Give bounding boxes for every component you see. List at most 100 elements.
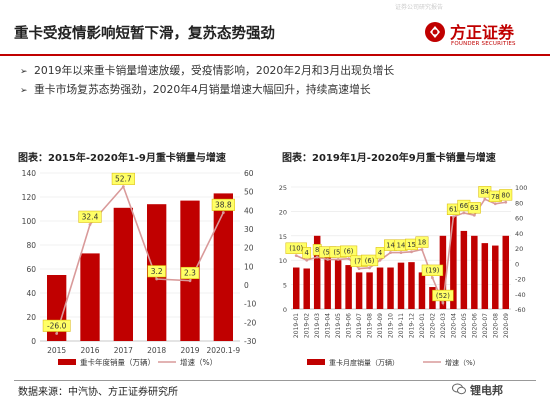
growth-point xyxy=(399,251,403,254)
growth-point xyxy=(221,211,225,214)
x-axis-tick-label: 2019-05 xyxy=(335,313,342,338)
left-axis-tick-label: 120 xyxy=(22,193,37,202)
right-axis-tick-label: 40 xyxy=(244,206,254,215)
right-axis-tick-label: -20 xyxy=(515,276,526,284)
x-axis-tick-label: 2015 xyxy=(47,346,66,355)
bullet-item: ➢ 2019年以来重卡销量增速放缓，受疫情影响，2020年2月和3月出现负增长 xyxy=(20,62,394,81)
data-label: 2.3 xyxy=(184,269,196,278)
data-label-box xyxy=(499,189,513,201)
data-label: 32.4 xyxy=(82,213,99,222)
data-label-box xyxy=(78,210,102,223)
bar xyxy=(418,272,426,309)
data-label-box xyxy=(211,198,235,211)
data-label: 80 xyxy=(501,191,510,199)
bar xyxy=(303,268,310,309)
annual-sales-chart: 0 20 40 60 80 100 120 140 -30 -20 -10 0 10 20 30 40 50 60… xyxy=(22,169,257,367)
bar xyxy=(80,253,100,341)
x-axis-tick-label: 2019-06 xyxy=(346,313,353,338)
growth-point xyxy=(305,258,309,262)
right-axis-tick-label: 30 xyxy=(244,225,254,234)
data-label-box xyxy=(42,319,71,332)
x-axis-tick-label: 2019-10 xyxy=(388,313,395,338)
right-axis-tick-label: 60 xyxy=(244,169,254,178)
growth-point xyxy=(155,277,159,281)
x-axis-tick-label: 2020.1-9 xyxy=(206,346,240,355)
data-label: 78 xyxy=(491,193,500,201)
title-divider xyxy=(0,54,550,56)
left-axis-tick-label: 140 xyxy=(22,169,37,178)
bar xyxy=(213,193,233,341)
bar xyxy=(292,267,300,309)
x-axis-tick-label: 2019-02 xyxy=(304,313,311,338)
right-axis-tick-label: 0 xyxy=(515,260,519,268)
growth-point xyxy=(326,258,330,261)
bar xyxy=(397,262,405,309)
x-axis-tick-label: 2018 xyxy=(147,346,166,355)
bullet-text: 重卡市场复苏态势强劲，2020年4月销量增速大幅回升，持续高速增长 xyxy=(34,83,371,96)
bar xyxy=(345,265,352,309)
data-label: 66 xyxy=(460,202,469,210)
right-axis-tick-label: -10 xyxy=(244,300,256,309)
bar xyxy=(387,267,394,309)
footer-divider xyxy=(14,380,536,381)
data-label-box xyxy=(147,265,166,278)
data-label: 61 xyxy=(449,206,458,214)
left-axis-tick-label: 0 xyxy=(31,337,36,346)
growth-point xyxy=(431,276,434,280)
header-watermark: 证券公司研究报告 xyxy=(395,4,444,11)
bullet-item: ➢ 重卡市场复苏态势强劲，2020年4月销量增速大幅回升，持续高速增长 xyxy=(20,81,394,100)
growth-point xyxy=(294,254,298,258)
bar xyxy=(366,272,373,309)
x-axis-tick-label: 2019-08 xyxy=(367,313,374,338)
left-axis-tick-label: 15 xyxy=(279,233,287,241)
data-label: (5) xyxy=(333,248,343,256)
data-label: 3.2 xyxy=(151,267,163,276)
left-axis-tick-label: 20 xyxy=(26,313,36,322)
legend-bar-swatch xyxy=(58,359,76,365)
x-axis-tick-label: 2020-03 xyxy=(440,313,447,338)
right-axis-tick-label: 0 xyxy=(244,281,249,290)
data-label: (52) xyxy=(436,292,450,300)
bar xyxy=(450,216,457,309)
data-label-box xyxy=(467,202,481,214)
x-axis-tick-label: 2016 xyxy=(80,346,99,355)
x-axis-tick-label: 2020-01 xyxy=(419,313,426,338)
data-label: 52.7 xyxy=(115,175,132,184)
bar xyxy=(471,235,478,309)
right-axis-tick-label: -40 xyxy=(515,291,526,299)
growth-point xyxy=(420,248,424,251)
logo-text-cn: 方正证券 xyxy=(450,23,515,42)
data-source: 数据来源：中汽协、方正证券研究所 xyxy=(18,387,178,398)
growth-point xyxy=(88,223,92,226)
growth-point xyxy=(410,250,413,254)
x-axis-tick-label: 2020-04 xyxy=(450,313,457,338)
x-axis-tick-label: 2019-12 xyxy=(408,313,415,338)
left-axis-tick-label: 25 xyxy=(279,184,287,192)
data-label: 4 xyxy=(305,249,309,257)
right-axis-tick-label: 40 xyxy=(515,230,523,238)
x-axis-tick-label: 2019-04 xyxy=(325,313,332,338)
bullet-arrow-icon: ➢ xyxy=(20,86,28,96)
data-label: 14 xyxy=(397,242,406,250)
left-axis-tick-label: 100 xyxy=(22,217,37,226)
right-axis-tick-label: -30 xyxy=(244,337,256,346)
data-label-box xyxy=(360,254,379,267)
growth-point xyxy=(483,197,487,201)
data-label-box xyxy=(111,172,135,185)
data-label-box xyxy=(415,236,429,248)
bar xyxy=(376,267,384,309)
right-axis-tick-label: 20 xyxy=(515,245,523,253)
data-label: 63 xyxy=(470,204,479,212)
legend-bar-label: 重卡月度销量（万辆） xyxy=(329,358,399,367)
data-label: (10) xyxy=(289,245,303,253)
growth-point xyxy=(336,258,340,261)
growth-point xyxy=(472,213,476,217)
growth-point xyxy=(188,279,192,283)
legend-bar-label: 重卡年度销量（万辆） xyxy=(80,357,155,367)
data-label: 14 xyxy=(386,242,395,250)
data-label: (19) xyxy=(425,267,439,275)
x-axis-tick-label: 2019-11 xyxy=(398,313,405,338)
data-label: (6) xyxy=(344,248,354,256)
